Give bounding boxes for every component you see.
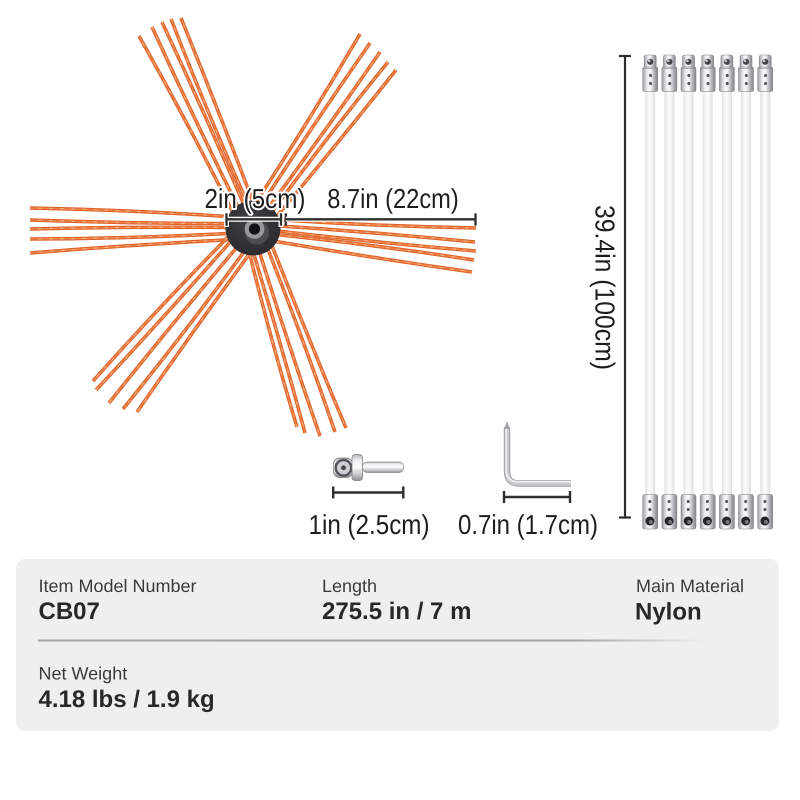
- svg-text:Net Weight: Net Weight: [39, 664, 128, 684]
- svg-text:Main Material: Main Material: [636, 576, 744, 596]
- svg-text:2in (5cm): 2in (5cm): [205, 183, 306, 214]
- svg-text:275.5 in / 7 m: 275.5 in / 7 m: [322, 598, 471, 625]
- svg-text:39.4in (100cm): 39.4in (100cm): [590, 205, 621, 370]
- svg-text:Length: Length: [322, 576, 377, 596]
- svg-text:1in (2.5cm): 1in (2.5cm): [309, 509, 430, 540]
- svg-text:CB07: CB07: [39, 598, 100, 625]
- svg-text:4.18 lbs / 1.9 kg: 4.18 lbs / 1.9 kg: [39, 686, 215, 713]
- svg-text:Nylon: Nylon: [635, 599, 702, 626]
- svg-text:0.7in (1.7cm): 0.7in (1.7cm): [458, 509, 598, 540]
- svg-text:Item Model Number: Item Model Number: [39, 576, 197, 596]
- svg-text:8.7in (22cm): 8.7in (22cm): [327, 183, 459, 214]
